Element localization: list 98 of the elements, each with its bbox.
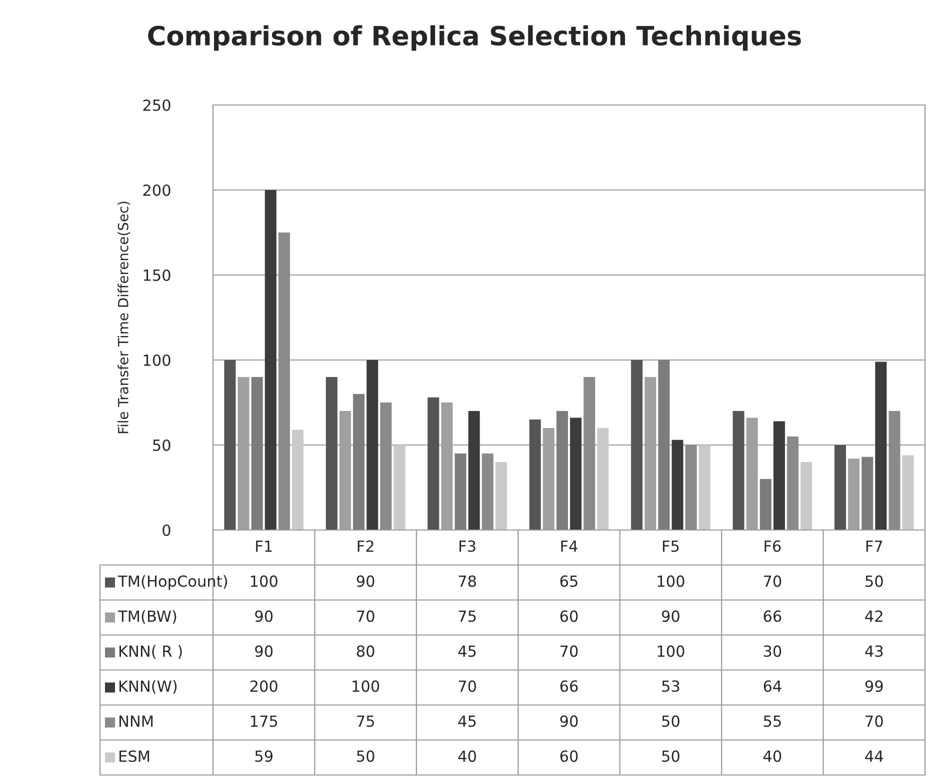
data-label: 40 [763, 750, 782, 762]
data-label: 55 [764, 716, 781, 727]
x-tick-label: F5 [662, 540, 679, 552]
bar [597, 428, 609, 530]
bar [760, 479, 772, 530]
bar [584, 377, 596, 530]
y-tick-label: 50 [153, 439, 170, 452]
bar [428, 397, 440, 530]
data-label: 70 [764, 575, 782, 587]
data-label: 90 [255, 610, 273, 622]
data-label: 70 [866, 715, 883, 727]
data-label: 70 [560, 645, 578, 657]
legend-label: NNM [120, 716, 153, 727]
data-label: 80 [356, 645, 374, 657]
data-label: 90 [560, 715, 578, 727]
data-label: 60 [560, 750, 578, 762]
legend-label: TM(HopCount) [118, 575, 228, 590]
bar [224, 360, 236, 530]
bar [278, 232, 290, 530]
data-label: 99 [865, 680, 883, 692]
data-label: 100 [352, 680, 380, 692]
data-label: 50 [357, 750, 374, 762]
bar [353, 394, 365, 530]
bar [366, 360, 378, 530]
legend-label: KNN( R ) [120, 645, 182, 659]
data-label: 45 [458, 716, 476, 727]
data-label: 100 [250, 575, 278, 587]
bar [570, 418, 582, 530]
bar [326, 377, 338, 530]
bar [875, 362, 887, 530]
data-label: 175 [250, 716, 278, 727]
bar [685, 445, 697, 530]
data-label: 50 [662, 715, 680, 727]
bar [787, 436, 799, 530]
data-label: 60 [560, 610, 578, 622]
data-label: 70 [458, 680, 476, 692]
data-label: 42 [865, 610, 882, 622]
bar [800, 462, 812, 530]
data-label: 78 [458, 575, 476, 587]
y-tick-label: 200 [143, 184, 170, 196]
x-tick-label: F6 [764, 540, 781, 552]
x-tick-label: F2 [358, 540, 374, 552]
x-tick-label: F1 [256, 540, 272, 552]
bar [834, 445, 846, 530]
bar [468, 411, 480, 530]
x-tick-label: F3 [460, 540, 476, 552]
bar [773, 421, 785, 530]
data-label: 43 [865, 645, 883, 657]
data-label: 59 [255, 750, 273, 762]
data-label: 75 [357, 716, 374, 727]
data-label: 50 [662, 750, 680, 762]
bar [292, 430, 304, 530]
bar [902, 455, 914, 530]
data-label: 30 [764, 645, 782, 657]
data-label: 100 [658, 575, 684, 587]
data-label: 44 [865, 750, 884, 762]
legend-label: TM(BW) [118, 610, 176, 624]
data-label: 200 [250, 680, 278, 692]
legend-label: KNN(W) [120, 680, 177, 694]
y-tick-label: 150 [144, 269, 170, 282]
bar [251, 377, 263, 530]
data-label: 70 [357, 610, 374, 622]
bar [380, 402, 392, 530]
data-label: 100 [658, 645, 684, 657]
bar [264, 190, 276, 530]
data-label: 90 [356, 575, 374, 587]
data-label: 90 [255, 645, 273, 657]
legend-label: ESM [120, 750, 150, 762]
data-label: 75 [458, 610, 476, 622]
data-label: 53 [662, 680, 680, 692]
data-label: 45 [458, 646, 476, 657]
data-label: 66 [560, 680, 578, 692]
bar [482, 454, 494, 530]
bar [631, 360, 643, 530]
bar [454, 454, 466, 530]
y-axis-title: File Transfer Time Difference(Sec) [118, 202, 130, 434]
x-tick-label: F4 [561, 540, 578, 552]
bar [394, 445, 406, 530]
bar [732, 411, 744, 530]
bar [556, 411, 568, 530]
bar [672, 440, 684, 530]
bar [888, 411, 900, 530]
data-label: 40 [458, 750, 476, 762]
bar [862, 456, 874, 530]
data-label: 50 [866, 575, 883, 587]
data-label: 66 [764, 610, 782, 622]
data-label: 90 [662, 610, 680, 622]
bar [495, 462, 507, 530]
y-tick-label: 100 [144, 354, 170, 366]
data-label: 64 [764, 680, 782, 692]
x-tick-label: F7 [866, 540, 882, 552]
y-tick-label: 0 [162, 524, 170, 536]
chart-title: Comparison of Replica Selection Techniques [148, 25, 801, 51]
bar [698, 445, 710, 530]
bar [529, 420, 541, 530]
y-tick-label: 250 [143, 99, 170, 112]
bar [658, 360, 670, 530]
data-label: 65 [560, 575, 578, 587]
